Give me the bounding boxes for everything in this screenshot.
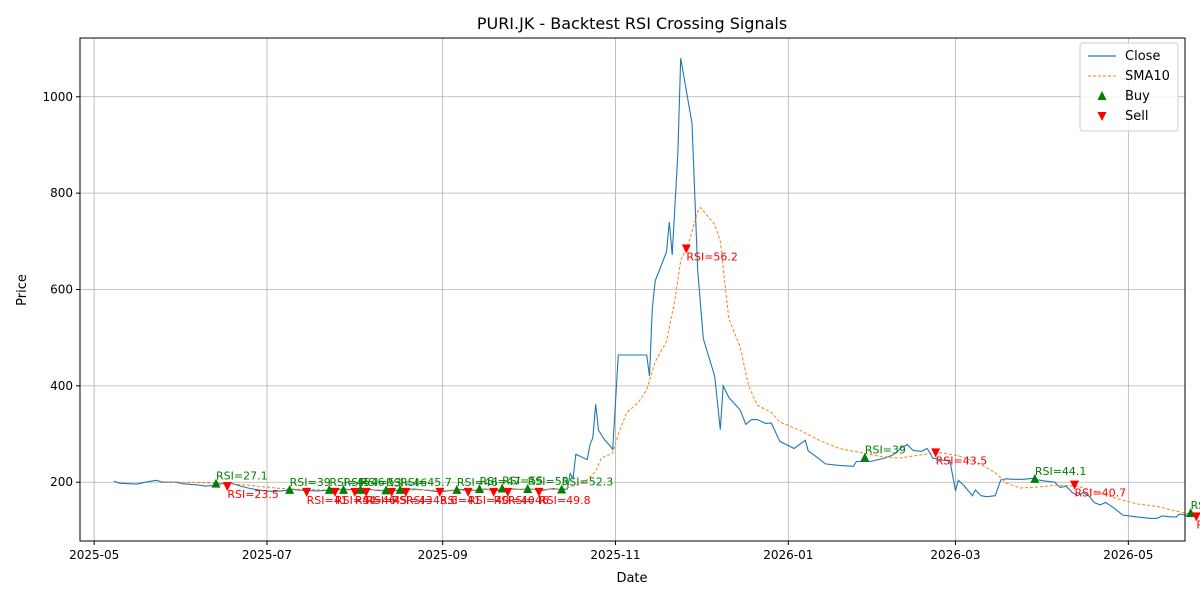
sell-signal-marker	[350, 487, 360, 497]
sell-signal-marker	[387, 487, 397, 497]
buy-signal-marker	[285, 484, 295, 494]
sell-signal-label: RSI=45	[366, 494, 407, 507]
plot-area: RSI=27.1 RSI=39RSI=45RSI=46RSI=53RSI=46RS…	[113, 58, 1200, 531]
sell-signal-label: RSI=32.1	[1196, 518, 1200, 531]
y-tick-label: 600	[50, 283, 73, 297]
buy-signal-marker	[452, 484, 462, 494]
x-tick-label: 2025-09	[418, 548, 468, 562]
y-tick-label: 800	[50, 186, 73, 200]
buy-signal-marker	[497, 483, 507, 493]
buy-signal-label: RSI=53	[361, 476, 402, 489]
sell-signal-label: RSI=43	[392, 494, 433, 507]
y-tick-label: 1000	[42, 90, 73, 104]
buy-signal-label: RSI=47	[480, 475, 521, 488]
sell-signal-label: RSI=46	[508, 494, 549, 507]
sell-signal-label: RSI=46	[355, 494, 396, 507]
sell-signal-marker	[222, 482, 232, 492]
buy-signal-marker	[211, 478, 221, 488]
sell-signal-marker	[330, 487, 340, 497]
legend-buy-swatch	[1097, 91, 1107, 100]
sell-signal-marker	[534, 487, 544, 497]
buy-signal-label: RSI=44.1	[1035, 465, 1087, 478]
y-tick-label: 400	[50, 379, 73, 393]
buy-signal-label: RSI=45.7	[400, 476, 452, 489]
sell-signal-label: RSI=40	[468, 494, 509, 507]
buy-signal-label: RSI=39	[290, 476, 331, 489]
buy-signal-marker	[324, 484, 334, 494]
x-tick-label: 2026-01	[763, 548, 813, 562]
sell-signal-marker	[463, 487, 473, 497]
buy-signal-marker	[339, 484, 348, 494]
sell-signal-label: RSI=23.5	[227, 488, 279, 501]
sell-signal-marker	[361, 487, 371, 497]
sell-signal-marker	[681, 244, 691, 254]
axis-ticks: 2025-05 2025-07 2025-09 2025-11 2026-01 2026-…	[42, 90, 1153, 562]
buy-signal-marker	[557, 484, 567, 494]
sell-signal-label: RSI=43.5	[936, 454, 988, 467]
sell-signal-marker	[931, 448, 941, 458]
sell-signal-marker	[503, 487, 513, 497]
x-tick-label: 2025-05	[69, 548, 119, 562]
sell-signal-label: RSI=56.2	[686, 251, 738, 264]
sell-signal-marker	[401, 487, 411, 497]
buy-signal-marker	[356, 484, 365, 494]
sell-signal-label: RSI=40.7	[1075, 487, 1127, 500]
x-tick-label: 2025-07	[242, 548, 292, 562]
sell-signal-marker	[302, 487, 312, 497]
close-price-line	[113, 58, 1200, 519]
buy-signal-marker	[395, 484, 405, 494]
sell-signal-marker	[1070, 480, 1079, 490]
sell-signal-label: RSI=40	[494, 494, 535, 507]
legend-sell-swatch	[1097, 112, 1107, 121]
y-axis-label: Price	[15, 274, 30, 306]
legend-box	[1079, 42, 1179, 132]
sell-signal-label: RSI=41	[440, 494, 481, 507]
sell-signal-marker	[489, 487, 499, 497]
chart-legend: Close SMA10 Buy Sell	[1079, 42, 1179, 132]
x-tick-label: 2026-03	[930, 548, 980, 562]
chart-title: PURI.JK - Backtest RSI Crossing Signals	[477, 14, 787, 33]
legend-label-buy: Buy	[1125, 89, 1150, 104]
sell-signal-label: RSI=43.6	[406, 494, 458, 507]
x-tick-label: 2025-11	[590, 548, 640, 562]
buy-signal-marker	[475, 483, 484, 493]
buy-signal-label: RSI=55	[528, 475, 569, 488]
legend-label-close: Close	[1125, 49, 1160, 64]
buy-signal-label: RSI=52.3	[562, 475, 614, 488]
buy-signal-label: RSI=46	[457, 476, 498, 489]
x-axis-label: Date	[616, 571, 647, 586]
sell-signal-label: RSI=41	[307, 494, 348, 507]
buy-signal-label: RSI=27.1	[216, 470, 268, 483]
buy-signal-label: RSI=46	[386, 476, 427, 489]
buy-signal-marker	[381, 485, 391, 495]
sell-signal-label: RSI=49.8	[539, 494, 591, 507]
x-tick-label: 2026-05	[1103, 548, 1153, 562]
grid-lines	[80, 38, 1185, 541]
buy-signal-label: RSI=55	[502, 474, 543, 487]
sell-signal-marker	[435, 487, 445, 497]
buy-signal-label: RSI=34.8	[1191, 499, 1200, 512]
sell-signal-label: RSI=44	[335, 494, 376, 507]
buy-signal-label: RSI=46	[344, 476, 385, 489]
y-tick-label: 200	[50, 475, 73, 489]
legend-label-sma: SMA10	[1125, 69, 1170, 84]
buy-signal-marker	[1030, 473, 1040, 483]
buy-signal-marker	[860, 452, 870, 462]
sell-signal-marker	[1191, 512, 1200, 522]
buy-signal-marker	[1186, 508, 1196, 518]
buy-signal-marker	[523, 483, 533, 493]
buy-signal-label: RSI=39	[865, 444, 906, 457]
legend-label-sell: Sell	[1125, 109, 1148, 124]
